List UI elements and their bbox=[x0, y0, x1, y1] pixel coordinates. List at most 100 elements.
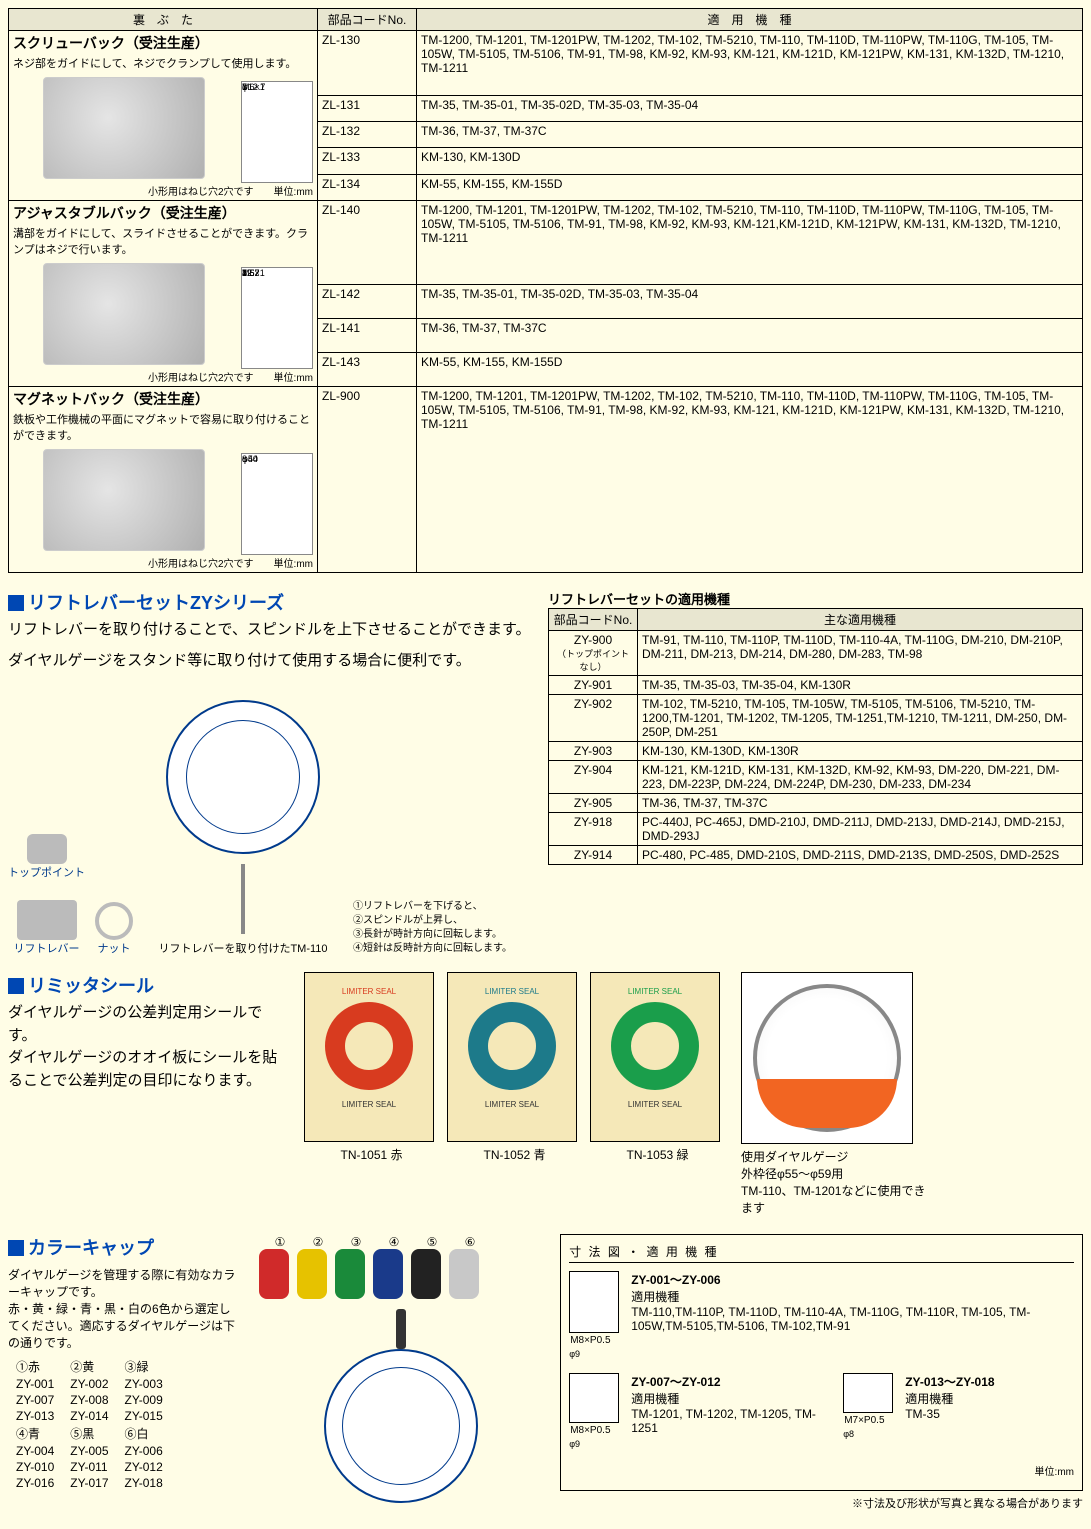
part-code: ZL-142 bbox=[318, 285, 417, 319]
cap-number: ④ bbox=[375, 1235, 413, 1249]
cc-cell: ⑥白 bbox=[117, 1424, 171, 1443]
dial-note: 使用ダイヤルゲージ 外枠径φ55～φ59用 TM-110、TM-1201などに使… bbox=[741, 1148, 931, 1216]
model-list: KM-130, KM-130D bbox=[417, 148, 1083, 174]
product-photo bbox=[43, 449, 205, 551]
footnote: ※寸法及び形状が写真と異なる場合があります bbox=[8, 1495, 1083, 1511]
zy-code: ZY-918 bbox=[549, 813, 638, 846]
zy-table: 部品コードNo. 主な適用機種 ZY-900（トップポイントなし）TM-91, … bbox=[548, 608, 1083, 865]
dim-drawing bbox=[843, 1373, 893, 1413]
dimension-drawing: 412.722.2M6×12.57.5 bbox=[241, 267, 313, 369]
dim-unit: 単位:mm bbox=[569, 1463, 1074, 1478]
part-code: ZL-141 bbox=[318, 319, 417, 353]
prod-title: マグネットバック（受注生産） bbox=[13, 389, 313, 409]
product-photo bbox=[43, 263, 205, 365]
model-list: TM-36, TM-37, TM-37C bbox=[417, 122, 1083, 148]
zy-code: ZY-901 bbox=[549, 676, 638, 695]
model-list: TM-35, TM-35-01, TM-35-02D, TM-35-03, TM… bbox=[417, 285, 1083, 319]
model-list: TM-1200, TM-1201, TM-1201PW, TM-1202, TM… bbox=[417, 387, 1083, 573]
cap-number: ② bbox=[299, 1235, 337, 1249]
cap-swatch bbox=[335, 1249, 365, 1299]
model-list: TM-1200, TM-1201, TM-1201PW, TM-1202, TM… bbox=[417, 201, 1083, 285]
prod-title: アジャスタブルバック（受注生産） bbox=[13, 203, 313, 223]
part-code: ZL-140 bbox=[318, 201, 417, 285]
part-code: ZL-143 bbox=[318, 352, 417, 386]
zy-models: TM-91, TM-110, TM-110P, TM-110D, TM-110-… bbox=[638, 631, 1083, 676]
zy-models: TM-102, TM-5210, TM-105, TM-105W, TM-510… bbox=[638, 695, 1083, 742]
prod-note: 小形用はねじ穴2穴です 単位:mm bbox=[13, 183, 313, 198]
cc-cell: ZY-010 bbox=[8, 1459, 62, 1475]
dial-with-seal bbox=[741, 972, 913, 1144]
prod-desc: ネジ部をガイドにして、ネジでクランプして使用します。 bbox=[13, 55, 313, 71]
zy-code: ZY-905 bbox=[549, 794, 638, 813]
gauge-with-cap bbox=[301, 1309, 501, 1489]
cc-cell: ZY-003 bbox=[117, 1376, 171, 1392]
cc-cell: ZY-017 bbox=[62, 1475, 116, 1491]
cc-cell: ZY-012 bbox=[117, 1459, 171, 1475]
hdr-code: 部品コードNo. bbox=[318, 9, 417, 31]
zy-steps: ①リフトレバーを下げると、②スピンドルが上昇し、③長針が時計方向に回転します。④… bbox=[353, 900, 512, 956]
cc-cell: ZY-001 bbox=[8, 1376, 62, 1392]
zy-models: TM-36, TM-37, TM-37C bbox=[638, 794, 1083, 813]
model-list: KM-55, KM-155, KM-155D bbox=[417, 352, 1083, 386]
cc-cell: ZY-015 bbox=[117, 1408, 171, 1424]
colorcap-section: カラーキャップ ダイヤルゲージを管理する際に有効なカラーキャップです。 赤・黄・… bbox=[8, 1234, 1083, 1491]
part-top: トップポイント bbox=[8, 867, 85, 879]
cap-swatch bbox=[449, 1249, 479, 1299]
prod-title: スクリューバック（受注生産） bbox=[13, 33, 313, 53]
cc-cell: ZY-018 bbox=[117, 1475, 171, 1491]
hdr-models: 適 用 機 種 bbox=[417, 9, 1083, 31]
part-code: ZL-130 bbox=[318, 31, 417, 96]
part-code: ZL-131 bbox=[318, 95, 417, 121]
cc-cell: ZY-002 bbox=[62, 1376, 116, 1392]
cc-text: ダイヤルゲージを管理する際に有効なカラーキャップです。 赤・黄・緑・青・黒・白の… bbox=[8, 1266, 241, 1351]
part-nut: ナット bbox=[98, 943, 131, 955]
gauge-illustration bbox=[143, 700, 343, 940]
model-list: TM-1200, TM-1201, TM-1201PW, TM-1202, TM… bbox=[417, 31, 1083, 96]
cc-cell: ②黄 bbox=[62, 1357, 116, 1376]
cc-cell: ZY-008 bbox=[62, 1392, 116, 1408]
dim-drawing bbox=[569, 1373, 619, 1423]
part-code: ZL-132 bbox=[318, 122, 417, 148]
limiter-card: LIMITER SEALLIMITER SEAL TN-1052 青 bbox=[447, 972, 582, 1163]
limiter-card: LIMITER SEALLIMITER SEAL TN-1051 赤 bbox=[304, 972, 439, 1163]
cap-swatch bbox=[259, 1249, 289, 1299]
model-list: TM-36, TM-37, TM-37C bbox=[417, 319, 1083, 353]
back-cover-table: 裏 ぶ た 部品コードNo. 適 用 機 種 スクリューバック（受注生産） ネジ… bbox=[8, 8, 1083, 573]
limiter-text: ダイヤルゲージの公差判定用シールです。 ダイヤルゲージのオオイ板にシールを貼るこ… bbox=[8, 1002, 288, 1092]
cc-cell: ZY-013 bbox=[8, 1408, 62, 1424]
cap-swatch bbox=[373, 1249, 403, 1299]
prod-desc: 鉄板や工作機械の平面にマグネットで容易に取り付けることができます。 bbox=[13, 411, 313, 443]
cap-number: ① bbox=[261, 1235, 299, 1249]
part-code: ZL-134 bbox=[318, 174, 417, 200]
hdr-back: 裏 ぶ た bbox=[9, 9, 318, 31]
zy-models: KM-130, KM-130D, KM-130R bbox=[638, 742, 1083, 761]
cc-cell: ZY-007 bbox=[8, 1392, 62, 1408]
zy-section: リフトレバーセットZYシリーズ リフトレバーを取り付けることで、スピンドルを上下… bbox=[8, 589, 1083, 956]
cc-cell: ③緑 bbox=[117, 1357, 171, 1376]
cap-swatch bbox=[297, 1249, 327, 1299]
cc-cell: ZY-016 bbox=[8, 1475, 62, 1491]
cc-cell: ④青 bbox=[8, 1424, 62, 1443]
cc-cell: ZY-011 bbox=[62, 1459, 116, 1475]
cc-code-grid: ①赤②黄③緑ZY-001ZY-002ZY-003ZY-007ZY-008ZY-0… bbox=[8, 1357, 171, 1491]
part-lever: リフトレバー bbox=[14, 943, 80, 955]
limiter-title: リミッタシール bbox=[8, 972, 288, 998]
prod-note: 小形用はねじ穴2穴です 単位:mm bbox=[13, 369, 313, 384]
dimension-box: 寸 法 図 ・ 適 用 機 種 φ9 ZY-001～ZY-006適用機種TM-1… bbox=[560, 1234, 1083, 1491]
zy-text2: ダイヤルゲージをスタンド等に取り付けて使用する場合に便利です。 bbox=[8, 650, 536, 673]
zy-models: PC-440J, PC-465J, DMD-210J, DMD-211J, DM… bbox=[638, 813, 1083, 846]
cap-number: ⑥ bbox=[451, 1235, 489, 1249]
cc-cell: ZY-009 bbox=[117, 1392, 171, 1408]
dim-drawing bbox=[569, 1271, 619, 1333]
zy-code: ZY-902 bbox=[549, 695, 638, 742]
zy-code: ZY-914 bbox=[549, 846, 638, 865]
zy-code: ZY-904 bbox=[549, 761, 638, 794]
zy-models: TM-35, TM-35-03, TM-35-04, KM-130R bbox=[638, 676, 1083, 695]
cc-cell: ZY-014 bbox=[62, 1408, 116, 1424]
dimension-drawing: φ50φ448 bbox=[241, 453, 313, 555]
cc-cell: ⑤黒 bbox=[62, 1424, 116, 1443]
zy-code: ZY-903 bbox=[549, 742, 638, 761]
cc-cell: ZY-004 bbox=[8, 1443, 62, 1459]
prod-note: 小形用はねじ穴2穴です 単位:mm bbox=[13, 555, 313, 570]
limiter-section: リミッタシール ダイヤルゲージの公差判定用シールです。 ダイヤルゲージのオオイ板… bbox=[8, 972, 1083, 1216]
